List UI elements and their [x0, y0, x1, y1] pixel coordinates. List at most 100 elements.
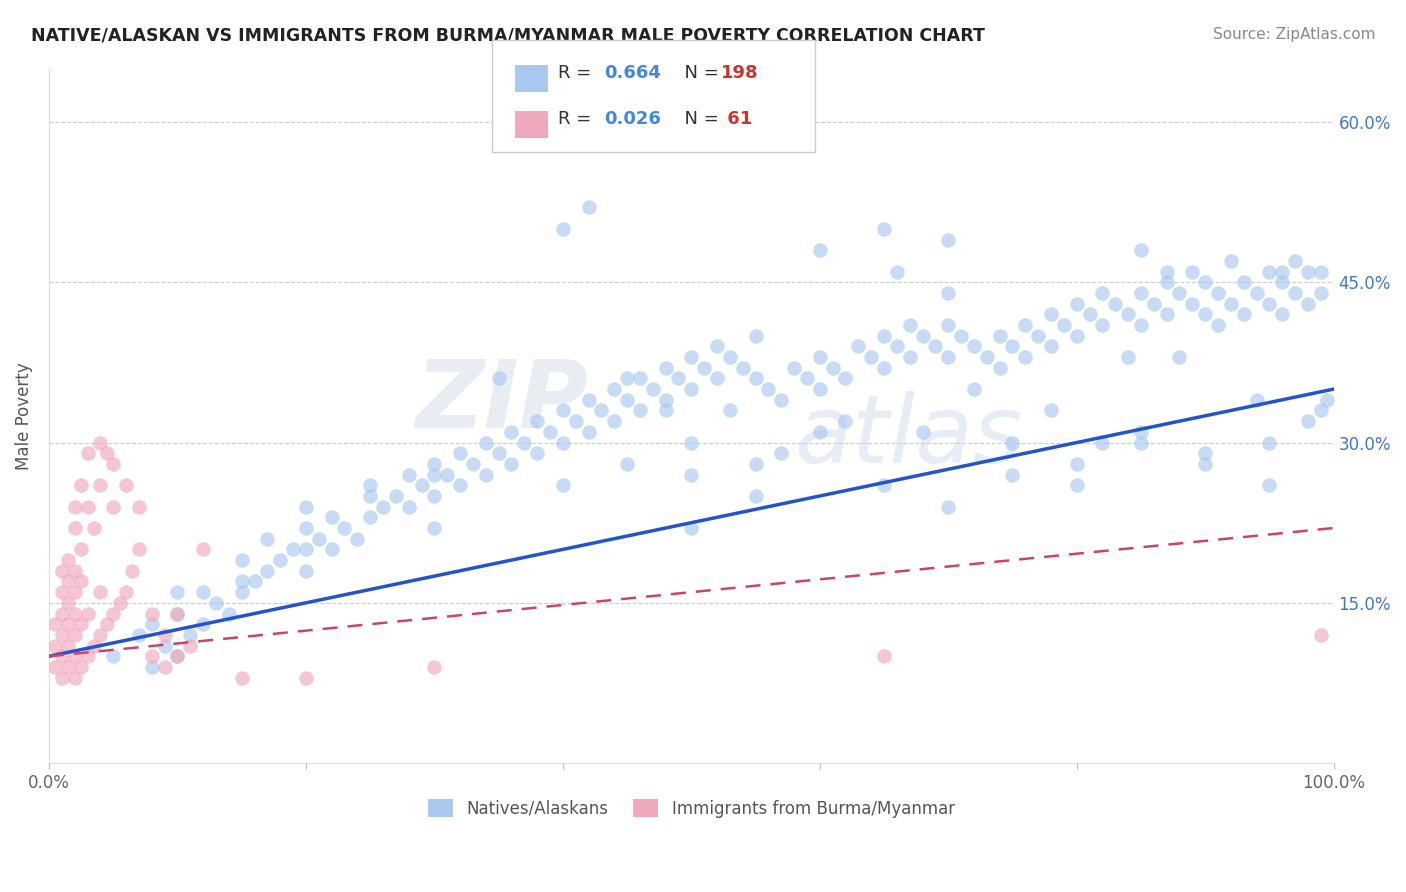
- Point: [1194, 457, 1216, 471]
- Point: [1156, 307, 1178, 321]
- Point: [846, 339, 869, 353]
- Point: [70, 617, 93, 632]
- Point: [461, 457, 484, 471]
- Point: [873, 328, 896, 343]
- Point: [654, 403, 676, 417]
- Point: [1309, 628, 1331, 642]
- Point: [681, 521, 703, 535]
- Point: [641, 382, 664, 396]
- Point: [564, 414, 586, 428]
- Point: [423, 467, 446, 482]
- Point: [89, 585, 111, 599]
- Point: [58, 574, 80, 589]
- Point: [654, 392, 676, 407]
- Point: [76, 607, 98, 621]
- Point: [898, 350, 921, 364]
- Point: [1271, 264, 1294, 278]
- Point: [191, 617, 214, 632]
- Point: [70, 574, 93, 589]
- Point: [1194, 307, 1216, 321]
- Point: [70, 660, 93, 674]
- Point: [63, 500, 86, 514]
- Point: [359, 478, 381, 492]
- Point: [1014, 318, 1036, 332]
- Point: [538, 425, 561, 439]
- Point: [1066, 478, 1088, 492]
- Point: [205, 596, 228, 610]
- Point: [578, 201, 600, 215]
- Point: [1246, 285, 1268, 300]
- Point: [63, 607, 86, 621]
- Point: [166, 585, 188, 599]
- Point: [668, 371, 690, 385]
- Point: [551, 222, 574, 236]
- Point: [115, 478, 138, 492]
- Point: [551, 403, 574, 417]
- Point: [51, 564, 73, 578]
- Point: [231, 671, 253, 685]
- Point: [141, 649, 163, 664]
- Point: [744, 328, 766, 343]
- Point: [1271, 275, 1294, 289]
- Point: [385, 489, 408, 503]
- Text: NATIVE/ALASKAN VS IMMIGRANTS FROM BURMA/MYANMAR MALE POVERTY CORRELATION CHART: NATIVE/ALASKAN VS IMMIGRANTS FROM BURMA/…: [31, 27, 984, 45]
- Point: [51, 607, 73, 621]
- Point: [488, 371, 510, 385]
- Point: [231, 553, 253, 567]
- Point: [1258, 435, 1281, 450]
- Point: [83, 521, 105, 535]
- Text: N =: N =: [673, 111, 725, 128]
- Point: [58, 553, 80, 567]
- Point: [681, 350, 703, 364]
- Point: [58, 660, 80, 674]
- Point: [321, 542, 343, 557]
- Text: 0.026: 0.026: [605, 111, 661, 128]
- Point: [706, 371, 728, 385]
- Point: [1258, 478, 1281, 492]
- Point: [924, 339, 946, 353]
- Point: [83, 639, 105, 653]
- Point: [128, 628, 150, 642]
- Point: [1284, 253, 1306, 268]
- Point: [58, 596, 80, 610]
- Point: [141, 660, 163, 674]
- Point: [1116, 350, 1139, 364]
- Point: [681, 435, 703, 450]
- Point: [1040, 339, 1063, 353]
- Point: [103, 649, 125, 664]
- Point: [1116, 307, 1139, 321]
- Point: [628, 403, 651, 417]
- Point: [911, 328, 934, 343]
- Point: [1156, 264, 1178, 278]
- Point: [1271, 307, 1294, 321]
- Point: [333, 521, 356, 535]
- Point: [1129, 425, 1152, 439]
- Point: [51, 671, 73, 685]
- Point: [76, 446, 98, 460]
- Point: [281, 542, 304, 557]
- Point: [501, 425, 523, 439]
- Legend: Natives/Alaskans, Immigrants from Burma/Myanmar: Natives/Alaskans, Immigrants from Burma/…: [422, 793, 962, 824]
- Point: [115, 585, 138, 599]
- Point: [231, 585, 253, 599]
- Point: [898, 318, 921, 332]
- Point: [873, 478, 896, 492]
- Point: [936, 232, 959, 246]
- Point: [603, 414, 626, 428]
- Text: atlas: atlas: [794, 392, 1022, 483]
- Point: [166, 607, 188, 621]
- Point: [1168, 350, 1191, 364]
- Point: [1206, 318, 1229, 332]
- Point: [58, 639, 80, 653]
- Point: [513, 435, 536, 450]
- Point: [295, 521, 318, 535]
- Point: [474, 435, 496, 450]
- Point: [166, 649, 188, 664]
- Point: [758, 382, 780, 396]
- Point: [70, 542, 93, 557]
- Point: [526, 414, 548, 428]
- Point: [616, 457, 638, 471]
- Point: [873, 649, 896, 664]
- Point: [1091, 318, 1114, 332]
- Point: [936, 500, 959, 514]
